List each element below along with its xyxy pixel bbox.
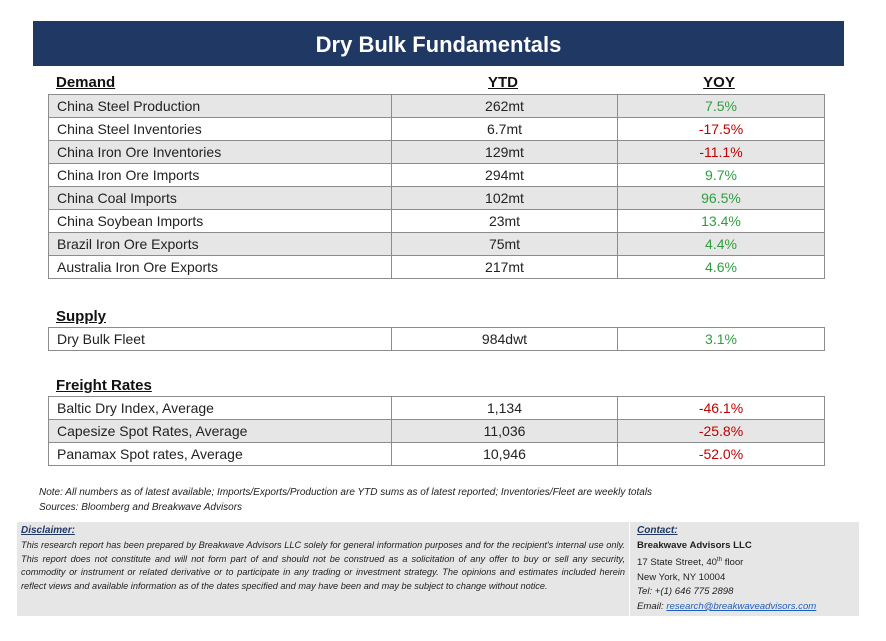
yoy-value: 7.5% <box>617 94 825 118</box>
metric-name: Dry Bulk Fleet <box>48 327 392 351</box>
ytd-column-header: YTD <box>488 74 518 91</box>
yoy-value: 4.4% <box>617 232 825 256</box>
ytd-value: 6.7mt <box>391 117 618 141</box>
metric-name: Australia Iron Ore Exports <box>48 255 392 279</box>
metric-name: China Steel Inventories <box>48 117 392 141</box>
sources-line: Sources: Bloomberg and Breakwave Advisor… <box>39 502 243 513</box>
yoy-value: 96.5% <box>617 186 825 210</box>
contact-box: Contact: Breakwave Advisors LLC 17 State… <box>630 522 859 616</box>
freight-rates-table: Baltic Dry Index, Average 1,134 -46.1% Cape… <box>48 396 825 466</box>
contact-heading: Contact: <box>637 525 678 536</box>
yoy-value: -46.1% <box>617 396 825 420</box>
disclaimer-heading: Disclaimer: <box>21 525 75 536</box>
ytd-value: 262mt <box>391 94 618 118</box>
contact-email-line: Email: research@breakwaveadvisors.com <box>637 600 817 612</box>
demand-table: China Steel Production 262mt 7.5% China Ste… <box>48 94 825 279</box>
metric-name: Capesize Spot Rates, Average <box>48 419 392 443</box>
ytd-value: 23mt <box>391 209 618 233</box>
yoy-value: 4.6% <box>617 255 825 279</box>
ytd-value: 10,946 <box>391 442 618 466</box>
ytd-value: 984dwt <box>391 327 618 351</box>
contact-phone: Tel: +(1) 646 775 2898 <box>637 586 734 598</box>
yoy-value: -11.1% <box>617 140 825 164</box>
metric-name: Brazil Iron Ore Exports <box>48 232 392 256</box>
contact-firm: Breakwave Advisors LLC <box>637 540 752 551</box>
table-row: China Iron Ore Inventories 129mt -11.1% <box>48 140 825 164</box>
metric-name: Baltic Dry Index, Average <box>48 396 392 420</box>
metric-name: China Steel Production <box>48 94 392 118</box>
ytd-value: 75mt <box>391 232 618 256</box>
ytd-value: 129mt <box>391 140 618 164</box>
metric-name: China Iron Ore Imports <box>48 163 392 187</box>
table-row: China Iron Ore Imports 294mt 9.7% <box>48 163 825 187</box>
table-row: Australia Iron Ore Exports 217mt 4.6% <box>48 255 825 279</box>
metric-name: Panamax Spot rates, Average <box>48 442 392 466</box>
metric-name: China Soybean Imports <box>48 209 392 233</box>
contact-details: Breakwave Advisors LLC 17 State Street, … <box>637 539 816 614</box>
contact-city: New York, NY 10004 <box>637 572 726 583</box>
yoy-value: 9.7% <box>617 163 825 187</box>
yoy-value: -25.8% <box>617 419 825 443</box>
metric-name: China Iron Ore Inventories <box>48 140 392 164</box>
metric-name: China Coal Imports <box>48 186 392 210</box>
table-row: China Steel Inventories 6.7mt -17.5% <box>48 117 825 141</box>
supply-heading: Supply <box>56 308 107 325</box>
table-row: Brazil Iron Ore Exports 75mt 4.4% <box>48 232 825 256</box>
disclaimer-text: This research report has been prepared b… <box>21 540 625 591</box>
table-row: China Soybean Imports 23mt 13.4% <box>48 209 825 233</box>
report-title: Dry Bulk Fundamentals <box>33 21 844 66</box>
yoy-value: -52.0% <box>617 442 825 466</box>
table-row: Capesize Spot Rates, Average 11,036 -25.8% <box>48 419 825 443</box>
demand-heading: Demand <box>56 74 116 91</box>
supply-table: Dry Bulk Fleet 984dwt 3.1% <box>48 327 825 351</box>
yoy-column-header: YOY <box>703 74 735 91</box>
table-row: China Steel Production 262mt 7.5% <box>48 94 825 118</box>
note-line: Note: All numbers as of latest available… <box>39 487 653 498</box>
ytd-value: 11,036 <box>391 419 618 443</box>
yoy-value: 3.1% <box>617 327 825 351</box>
table-row: Dry Bulk Fleet 984dwt 3.1% <box>48 327 825 351</box>
ytd-value: 294mt <box>391 163 618 187</box>
table-row: Baltic Dry Index, Average 1,134 -46.1% <box>48 396 825 420</box>
freight-rates-heading: Freight Rates <box>56 377 152 394</box>
table-row: China Coal Imports 102mt 96.5% <box>48 186 825 210</box>
contact-email-link[interactable]: research@breakwaveadvisors.com <box>666 600 817 612</box>
yoy-value: -17.5% <box>617 117 825 141</box>
ytd-value: 1,134 <box>391 396 618 420</box>
ytd-value: 217mt <box>391 255 618 279</box>
footnote: Note: All numbers as of latest available… <box>39 485 652 515</box>
table-row: Panamax Spot rates, Average 10,946 -52.0% <box>48 442 825 466</box>
yoy-value: 13.4% <box>617 209 825 233</box>
ytd-value: 102mt <box>391 186 618 210</box>
disclaimer-box: Disclaimer: This research report has bee… <box>17 522 629 616</box>
contact-street: 17 State Street, 40th floor <box>637 557 744 569</box>
